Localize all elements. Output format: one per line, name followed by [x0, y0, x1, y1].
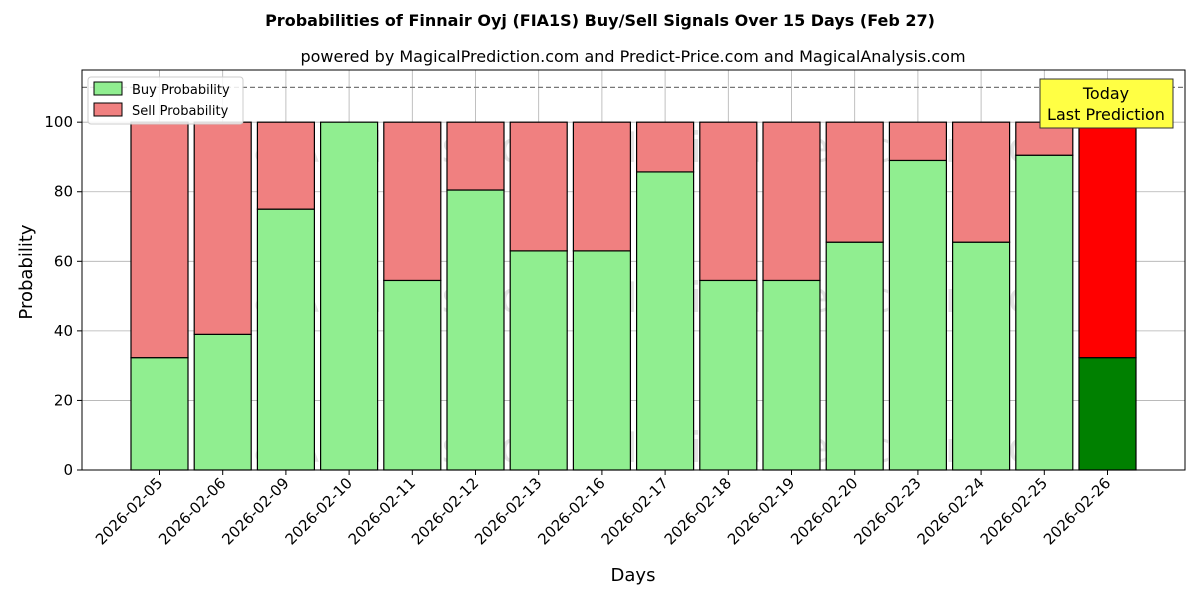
x-tick-label: 2026-02-23	[850, 474, 924, 548]
sell-bar	[888, 121, 948, 162]
x-tick-label: 2026-02-12	[408, 474, 482, 548]
x-tick-label: 2026-02-09	[218, 474, 292, 548]
sell-bar	[509, 121, 568, 252]
buy-bar	[509, 250, 568, 471]
y-tick-label: 80	[54, 183, 73, 201]
x-tick-label: 2026-02-10	[282, 474, 356, 548]
sell-bar	[383, 121, 442, 282]
sell-bar	[635, 121, 695, 173]
legend-swatch	[93, 102, 123, 117]
buy-bar	[572, 250, 632, 471]
sell-bar	[446, 121, 505, 191]
annotation-box	[1039, 78, 1174, 129]
sell-bar	[699, 121, 758, 282]
y-tick-label: 100	[44, 113, 73, 131]
buy-bar	[383, 279, 442, 471]
y-axis-label: Probability	[16, 224, 37, 319]
sell-bar	[130, 121, 189, 359]
legend-box	[87, 76, 244, 125]
legend-label: Sell Probability	[132, 104, 229, 119]
sell-bar	[572, 121, 632, 252]
legend-label: Buy Probability	[132, 83, 230, 98]
y-tick-label: 40	[54, 322, 73, 340]
y-tick-label: 20	[54, 391, 73, 409]
sell-bar	[256, 121, 315, 210]
x-tick-label: 2026-02-26	[1040, 474, 1114, 548]
annotation-text: Today	[1082, 84, 1129, 103]
buy-bar	[635, 171, 695, 471]
buy-bar	[256, 208, 315, 471]
plot-frame	[81, 69, 1186, 471]
x-tick-label: 2026-02-13	[471, 474, 545, 548]
x-tick-label: 2026-02-19	[724, 474, 798, 548]
buy-bar	[699, 279, 758, 471]
sell-bar	[193, 121, 252, 335]
buy-bar	[1015, 154, 1074, 471]
bar-layer	[82, 86, 1185, 471]
x-tick-label: 2026-02-18	[661, 474, 735, 548]
y-tick-label: 0	[63, 461, 73, 479]
x-tick-label: 2026-02-25	[977, 474, 1051, 548]
chart-title: Probabilities of Finnair Oyj (FIA1S) Buy…	[265, 11, 935, 30]
sell-bar	[825, 121, 884, 243]
x-tick-label: 2026-02-05	[92, 474, 166, 548]
buy-bar	[130, 357, 189, 471]
buy-bar	[1078, 357, 1137, 471]
legend: Buy Probability Sell Probability	[87, 76, 244, 125]
buy-bar	[825, 241, 884, 471]
buy-bar	[951, 241, 1011, 471]
annotation-layer: Today Last Prediction	[1039, 78, 1174, 129]
buy-bar	[446, 189, 505, 471]
x-tick-label: 2026-02-11	[345, 474, 419, 548]
buy-bar	[762, 279, 821, 471]
sell-bar	[762, 121, 821, 282]
annotation-text: Last Prediction	[1047, 105, 1165, 124]
x-tick-label: 2026-02-16	[534, 474, 608, 548]
y-tick-label: 60	[54, 252, 73, 270]
x-tick-label: 2026-02-17	[598, 474, 672, 548]
x-tick-label: 2026-02-06	[155, 474, 229, 548]
buy-bar	[320, 121, 379, 471]
x-tick-label: 2026-02-20	[787, 474, 861, 548]
x-axis-label: Days	[611, 565, 656, 586]
buy-bar	[193, 333, 252, 471]
legend-swatch	[93, 81, 123, 96]
sell-bar	[1078, 121, 1137, 359]
buy-bar	[888, 159, 948, 471]
sell-bar	[951, 121, 1011, 243]
chart-subtitle: powered by MagicalPrediction.com and Pre…	[300, 47, 965, 66]
x-tick-label: 2026-02-24	[914, 474, 988, 548]
